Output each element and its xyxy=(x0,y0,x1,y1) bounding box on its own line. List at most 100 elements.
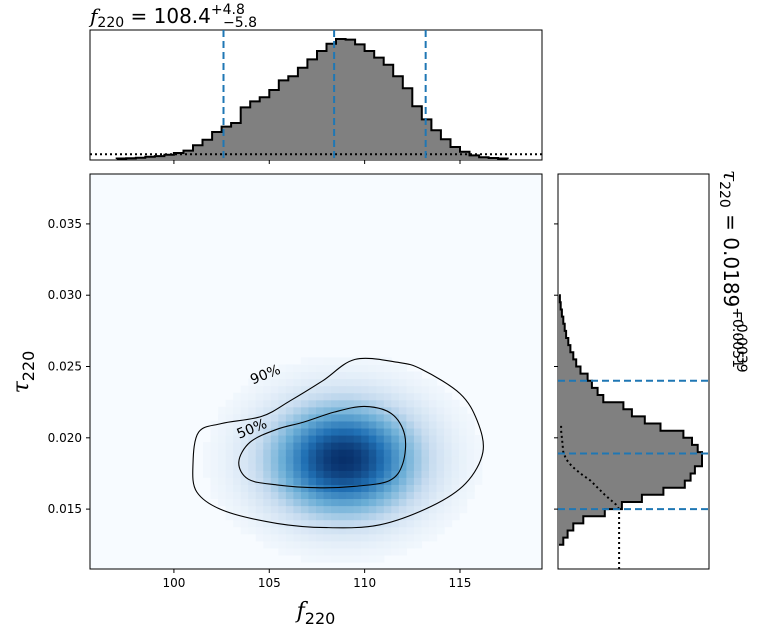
heatmap-cell xyxy=(444,449,453,457)
heatmap-cell xyxy=(218,484,227,493)
heatmap-cell xyxy=(263,505,272,514)
heatmap-cell xyxy=(391,491,400,500)
heatmap-cell xyxy=(263,484,272,493)
heatmap-cell xyxy=(278,364,287,373)
heatmap-cell xyxy=(361,512,370,521)
heatmap-cell xyxy=(398,533,407,542)
heatmap-cell xyxy=(338,392,347,401)
heatmap-cell xyxy=(240,442,249,450)
heatmap-cell xyxy=(413,498,423,507)
heatmap-cell xyxy=(285,364,294,373)
heatmap-cell xyxy=(308,533,317,542)
heatmap-cell xyxy=(398,540,407,549)
heatmap-cell xyxy=(361,442,370,450)
heatmap-cell xyxy=(376,378,385,387)
heatmap-cell xyxy=(451,456,460,464)
y-tick-label: 0.015 xyxy=(48,502,82,516)
heatmap-cell xyxy=(429,477,438,485)
heatmap-cell xyxy=(346,392,355,401)
heatmap-cell xyxy=(361,420,370,429)
heatmap-cell xyxy=(413,484,423,493)
y-axis-ticks: 0.015 0.020 0.025 0.030 0.035 xyxy=(48,217,90,516)
heatmap-cell xyxy=(225,505,234,514)
heatmap-cell xyxy=(323,406,332,415)
heatmap-cell xyxy=(413,470,423,478)
heatmap-cell xyxy=(255,526,264,535)
heatmap-cell xyxy=(203,470,212,478)
heatmap-cell xyxy=(270,385,279,394)
heatmap-cell xyxy=(270,484,279,493)
heatmap-cell xyxy=(376,463,385,471)
heatmap-cell xyxy=(391,385,400,394)
heatmap-cell xyxy=(323,526,332,535)
heatmap-cell xyxy=(225,498,234,507)
heatmap-cell xyxy=(293,512,302,521)
heatmap-cell xyxy=(278,463,287,471)
heatmap-cell xyxy=(429,519,438,528)
heatmap-cell xyxy=(406,378,415,387)
heatmap-cell xyxy=(391,420,400,429)
heatmap-cell xyxy=(285,526,294,535)
heatmap-cell xyxy=(248,470,257,478)
heatmap-cell xyxy=(233,491,242,500)
heatmap-cell xyxy=(293,378,302,387)
heatmap-cell xyxy=(316,371,325,380)
heatmap-cell xyxy=(376,364,385,373)
heatmap-cell xyxy=(459,484,468,493)
heatmap-cell xyxy=(278,420,287,429)
heatmap-cell xyxy=(451,463,460,471)
heatmap-cell xyxy=(300,427,310,436)
right-title-value: = 0.0189 xyxy=(719,208,743,307)
heatmap-cell xyxy=(308,427,317,436)
heatmap-cell xyxy=(436,519,445,528)
heatmap-cell xyxy=(308,420,317,429)
heatmap-cell xyxy=(451,434,460,443)
heatmap-cell xyxy=(293,547,302,556)
x-tick-label: 110 xyxy=(353,576,376,590)
heatmap-cell xyxy=(459,470,468,478)
heatmap-cell xyxy=(444,427,453,436)
heatmap-cell xyxy=(413,540,423,549)
heatmap-cell xyxy=(293,491,302,500)
heatmap-cell xyxy=(436,399,445,408)
y-axis-label-symbol: τ xyxy=(9,380,34,393)
heatmap-cell xyxy=(323,434,332,443)
heatmap-cell xyxy=(240,470,249,478)
heatmap-cell xyxy=(270,392,279,401)
heatmap-cell xyxy=(308,505,317,514)
heatmap-cell xyxy=(300,526,310,535)
heatmap-cell xyxy=(308,470,317,478)
heatmap-cell xyxy=(270,413,279,422)
heatmap-cell xyxy=(300,434,310,443)
heatmap-cell xyxy=(398,498,407,507)
heatmap-cell xyxy=(406,434,415,443)
heatmap-cell xyxy=(316,357,325,366)
heatmap-cell xyxy=(308,554,317,563)
heatmap-cell xyxy=(368,449,377,457)
heatmap-cell xyxy=(429,491,438,500)
heatmap-cell xyxy=(474,456,483,464)
heatmap-cell xyxy=(376,371,385,380)
heatmap-cell xyxy=(308,484,317,493)
heatmap-cell xyxy=(459,477,468,485)
heatmap-cell xyxy=(255,434,264,443)
heatmap-cell xyxy=(270,378,279,387)
heatmap-cell xyxy=(451,406,460,415)
heatmap-cell xyxy=(316,463,325,471)
heatmap-cell xyxy=(346,371,355,380)
heatmap-cell xyxy=(338,357,347,366)
heatmap-cell xyxy=(406,505,415,514)
heatmap-cell xyxy=(331,420,340,429)
heatmap-cell xyxy=(459,463,468,471)
heatmap-cell xyxy=(293,526,302,535)
heatmap-cell xyxy=(338,399,347,408)
heatmap-cell xyxy=(248,442,257,450)
heatmap-cell xyxy=(270,420,279,429)
heatmap-cell xyxy=(383,533,392,542)
heatmap-cell xyxy=(308,406,317,415)
heatmap-cell xyxy=(300,498,310,507)
heatmap-cell xyxy=(240,385,249,394)
heatmap-cell xyxy=(293,413,302,422)
heatmap-cell xyxy=(293,540,302,549)
heatmap-cell xyxy=(233,427,242,436)
